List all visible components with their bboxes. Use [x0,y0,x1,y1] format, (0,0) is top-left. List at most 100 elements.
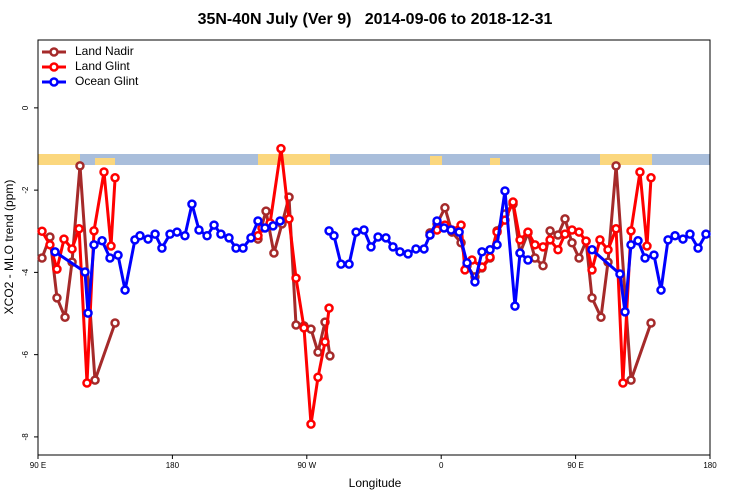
data-point [313,347,323,357]
data-point [37,253,47,263]
land-band [600,154,652,165]
data-point [611,161,621,171]
data-point [172,227,182,237]
data-point [238,243,248,253]
land-band [38,154,80,165]
data-point [560,229,570,239]
y-axis-label: XCO2 - MLO trend (ppm) [2,180,16,315]
data-point [523,255,533,265]
data-point [618,378,628,388]
x-tick-label: 0 [439,461,444,470]
legend-marker [49,47,59,57]
data-point [538,261,548,271]
data-point [626,240,636,250]
data-point [83,308,93,318]
data-point [329,231,339,241]
data-point [553,245,563,255]
data-point [150,229,160,239]
data-point [640,253,650,263]
data-point [113,250,123,260]
data-point [440,203,450,213]
data-point [432,216,442,226]
data-point [157,243,167,253]
data-point [75,161,85,171]
data-point [485,245,495,255]
data-point [633,235,643,246]
data-point [642,241,652,251]
data-point [574,227,584,237]
y-tick-label: -8 [21,433,30,441]
data-point [574,253,584,263]
series-line [40,147,653,426]
data-point [216,229,226,239]
legend-label: Land Glint [75,59,130,73]
data-point [359,225,369,235]
data-point [261,206,271,216]
series [37,161,656,385]
data-point [485,252,495,262]
data-point [510,301,520,311]
x-axis-label: Longitude [349,476,402,490]
legend-label: Land Nadir [75,44,134,58]
land-band [258,154,330,165]
data-point [284,214,294,224]
data-point [587,245,597,255]
data-point [45,240,55,250]
x-tick-label: 90 E [567,461,583,470]
data-point [89,240,99,250]
data-point [611,224,621,234]
land-band [430,156,442,165]
data-point [52,264,62,274]
data-point [224,233,234,243]
data-point [500,186,510,196]
data-point [306,419,316,429]
data-point [545,226,555,236]
data-point [615,269,625,279]
series [37,143,656,429]
data-point [388,242,398,252]
y-tick-label: -6 [21,351,30,359]
data-point [656,285,666,295]
data-point [567,238,577,248]
data-point [403,249,413,259]
data-point [587,293,597,303]
land-ocean-mask [38,154,710,165]
data-point [477,247,487,257]
data-point [120,285,130,295]
legend-label: Ocean Glint [75,74,139,88]
data-point [515,235,525,245]
data-point [246,233,256,243]
data-point [99,167,109,177]
x-tick-label: 180 [703,461,717,470]
data-point [395,247,405,257]
data-point [693,243,703,253]
data-point [678,234,688,244]
data-point [253,216,263,226]
data-point [545,235,555,245]
data-point [646,318,656,328]
data-point [425,230,435,240]
data-point [97,235,107,246]
data-point [187,199,197,209]
legend-marker [49,62,59,72]
data-point [411,244,421,254]
data-point [351,227,361,237]
chart-title: 35N-40N July (Ver 9) 2014-09-06 to 2018-… [198,11,553,28]
data-point [515,248,525,258]
data-point [291,320,301,330]
data-point [581,236,591,246]
data-point [135,231,145,241]
data-point [324,303,334,313]
y-tick-label: -4 [21,268,30,276]
data-point [276,143,286,154]
data-point [299,323,309,333]
data-point [538,242,548,252]
legend-marker [49,77,59,87]
data-point [194,225,204,235]
data-point [209,220,219,230]
data-point [492,240,502,250]
data-point [670,231,680,241]
data-point [260,223,270,233]
land-band [95,158,115,165]
